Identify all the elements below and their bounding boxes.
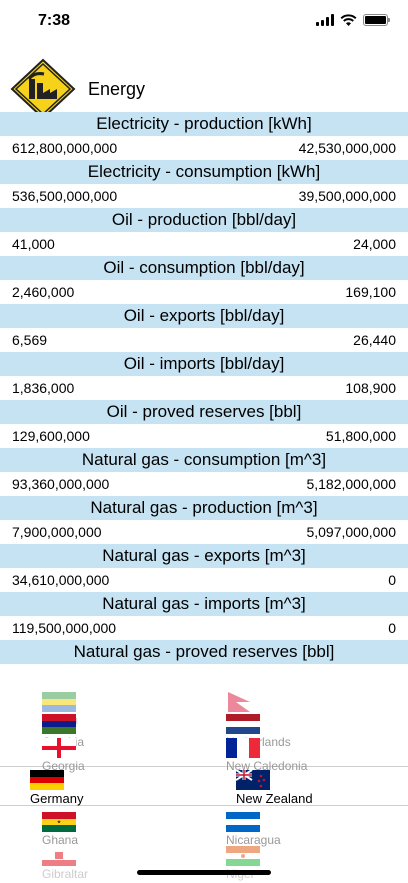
energy-section: Natural gas - consumption [m^3] 93,360,00… bbox=[0, 448, 408, 496]
right-country-value: 39,500,000,000 bbox=[298, 188, 396, 204]
flag-icon bbox=[236, 770, 270, 790]
country-picker[interactable]: GabonGambiaGeorgiaGermanyGhanaGibraltarN… bbox=[0, 664, 408, 883]
flag-icon bbox=[42, 812, 76, 832]
section-title: Oil - consumption [bbl/day] bbox=[0, 256, 408, 280]
country-name: New Caledonia bbox=[226, 759, 308, 773]
left-country-value: 6,569 bbox=[12, 332, 48, 348]
section-title: Natural gas - proved reserves [bbl] bbox=[0, 640, 408, 664]
flag-icon bbox=[226, 714, 260, 734]
section-title: Oil - imports [bbl/day] bbox=[0, 352, 408, 376]
energy-section: Natural gas - proved reserves [bbl] bbox=[0, 640, 408, 664]
right-country-value: 5,182,000,000 bbox=[306, 476, 396, 492]
picker-option[interactable]: Niger bbox=[226, 846, 260, 881]
left-country-value: 7,900,000,000 bbox=[12, 524, 102, 540]
section-values-row: 1,836,000 108,900 bbox=[0, 376, 408, 400]
country-name: Germany bbox=[30, 791, 84, 806]
energy-section: Natural gas - imports [m^3] 119,500,000,0… bbox=[0, 592, 408, 640]
section-title: Oil - proved reserves [bbl] bbox=[0, 400, 408, 424]
energy-table: Electricity - production [kWh] 612,800,00… bbox=[0, 112, 408, 664]
energy-section: Oil - proved reserves [bbl] 129,600,000 51… bbox=[0, 400, 408, 448]
wifi-icon bbox=[340, 14, 357, 26]
left-country-value: 93,360,000,000 bbox=[12, 476, 110, 492]
right-country-value: 0 bbox=[388, 620, 396, 636]
flag-icon bbox=[226, 846, 260, 866]
flag-icon bbox=[30, 770, 64, 790]
flag-icon bbox=[42, 738, 76, 758]
picker-option[interactable]: Gibraltar bbox=[42, 846, 88, 881]
left-country-value: 536,500,000,000 bbox=[12, 188, 118, 204]
right-country-value: 108,900 bbox=[345, 380, 396, 396]
section-title: Electricity - production [kWh] bbox=[0, 112, 408, 136]
page-title: Energy bbox=[88, 78, 146, 99]
left-country-value: 1,836,000 bbox=[12, 380, 75, 396]
right-country-value: 51,800,000 bbox=[325, 428, 396, 444]
section-values-row: 6,569 26,440 bbox=[0, 328, 408, 352]
section-title: Oil - exports [bbl/day] bbox=[0, 304, 408, 328]
section-values-row: 2,460,000 169,100 bbox=[0, 280, 408, 304]
section-values-row: 41,000 24,000 bbox=[0, 232, 408, 256]
factory-sign-icon bbox=[10, 58, 76, 120]
country-name: Gibraltar bbox=[42, 867, 89, 881]
status-bar: 7:38 bbox=[0, 0, 408, 46]
picker-option[interactable]: Nicaragua bbox=[226, 812, 281, 847]
energy-section: Oil - consumption [bbl/day] 2,460,000 169,… bbox=[0, 256, 408, 304]
flag-icon bbox=[42, 846, 76, 866]
flag-icon bbox=[228, 692, 250, 712]
picker-option[interactable]: Georgia bbox=[42, 738, 85, 773]
energy-section: Oil - exports [bbl/day] 6,569 26,440 bbox=[0, 304, 408, 352]
section-title: Electricity - consumption [kWh] bbox=[0, 160, 408, 184]
section-values-row: 119,500,000,000 0 bbox=[0, 616, 408, 640]
right-country-value: 42,530,000,000 bbox=[298, 140, 396, 156]
right-country-value: 0 bbox=[388, 572, 396, 588]
section-values-row: 612,800,000,000 42,530,000,000 bbox=[0, 136, 408, 160]
section-values-row: 536,500,000,000 39,500,000,000 bbox=[0, 184, 408, 208]
energy-section: Oil - imports [bbl/day] 1,836,000 108,900 bbox=[0, 352, 408, 400]
cellular-signal-icon bbox=[316, 14, 334, 26]
picker-option[interactable]: Ghana bbox=[42, 812, 78, 847]
section-title: Natural gas - imports [m^3] bbox=[0, 592, 408, 616]
country-name: Nicaragua bbox=[226, 833, 281, 847]
section-title: Oil - production [bbl/day] bbox=[0, 208, 408, 232]
section-values-row: 7,900,000,000 5,097,000,000 bbox=[0, 520, 408, 544]
page-header: Energy bbox=[10, 58, 145, 120]
energy-section: Natural gas - exports [m^3] 34,610,000,00… bbox=[0, 544, 408, 592]
left-country-value: 41,000 bbox=[12, 236, 55, 252]
flag-icon bbox=[42, 714, 76, 734]
left-country-value: 34,610,000,000 bbox=[12, 572, 110, 588]
status-time: 7:38 bbox=[38, 12, 71, 29]
picker-selection-band bbox=[0, 766, 408, 806]
left-country-value: 612,800,000,000 bbox=[12, 140, 118, 156]
section-values-row: 129,600,000 51,800,000 bbox=[0, 424, 408, 448]
energy-section: Oil - production [bbl/day] 41,000 24,000 bbox=[0, 208, 408, 256]
picker-option[interactable]: New Caledonia bbox=[226, 738, 307, 773]
energy-section: Natural gas - production [m^3] 7,900,000,… bbox=[0, 496, 408, 544]
flag-icon bbox=[226, 812, 260, 832]
left-country-value: 119,500,000,000 bbox=[12, 620, 117, 636]
battery-icon bbox=[363, 14, 390, 26]
right-country-value: 169,100 bbox=[345, 284, 396, 300]
picker-selected-option[interactable]: New Zealand bbox=[236, 770, 313, 806]
section-values-row: 34,610,000,000 0 bbox=[0, 568, 408, 592]
picker-selected-option[interactable]: Germany bbox=[30, 770, 83, 806]
right-country-value: 24,000 bbox=[353, 236, 396, 252]
country-name: New Zealand bbox=[236, 791, 313, 806]
energy-section: Electricity - production [kWh] 612,800,00… bbox=[0, 112, 408, 160]
left-country-value: 2,460,000 bbox=[12, 284, 75, 300]
energy-section: Electricity - consumption [kWh] 536,500,0… bbox=[0, 160, 408, 208]
section-title: Natural gas - production [m^3] bbox=[0, 496, 408, 520]
right-country-value: 26,440 bbox=[353, 332, 396, 348]
right-country-value: 5,097,000,000 bbox=[306, 524, 396, 540]
country-name: Ghana bbox=[42, 833, 79, 847]
section-title: Natural gas - consumption [m^3] bbox=[0, 448, 408, 472]
flag-icon bbox=[226, 738, 260, 758]
home-indicator[interactable] bbox=[137, 870, 271, 875]
section-title: Natural gas - exports [m^3] bbox=[0, 544, 408, 568]
left-country-value: 129,600,000 bbox=[12, 428, 90, 444]
section-values-row: 93,360,000,000 5,182,000,000 bbox=[0, 472, 408, 496]
flag-icon bbox=[42, 692, 76, 712]
status-icons bbox=[316, 14, 390, 26]
country-name: Georgia bbox=[42, 759, 85, 773]
